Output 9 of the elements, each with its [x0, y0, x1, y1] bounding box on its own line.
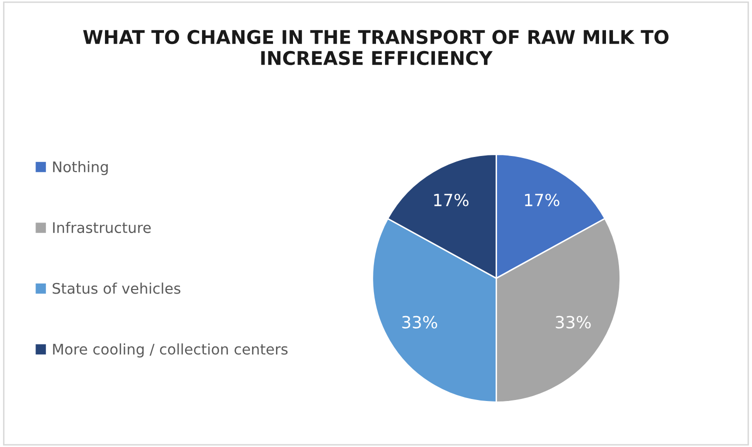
legend-label: Infrastructure: [53, 222, 151, 234]
legend-label: Status of vehicles: [52, 282, 180, 294]
data-label: 33%: [402, 316, 438, 329]
data-label: 33%: [556, 316, 591, 329]
legend-label: More cooling / collection centers: [53, 343, 288, 358]
data-label: 17%: [434, 194, 469, 206]
data-label: 17%: [525, 194, 560, 206]
legend-label: Nothing: [53, 161, 108, 176]
chart-title: WHAT TO CHANGE IN THE TRANSPORT OF RAW MILK TO INCREASE EFFICIENCY: [83, 30, 669, 66]
